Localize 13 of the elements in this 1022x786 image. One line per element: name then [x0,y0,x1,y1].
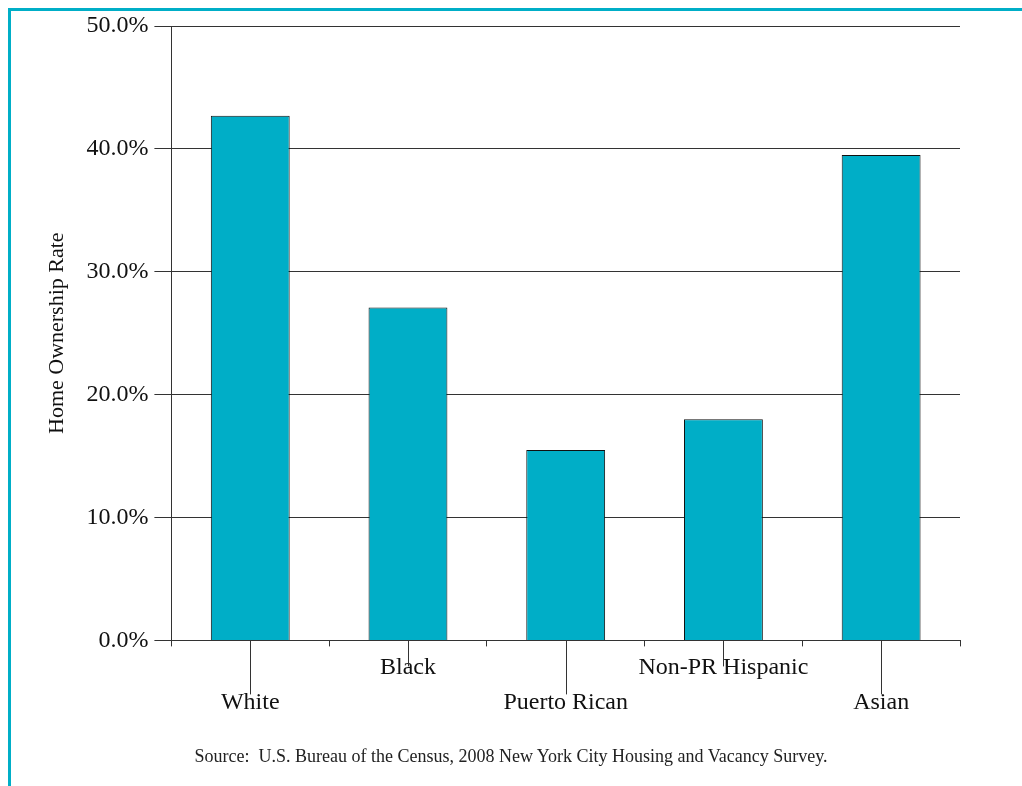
y-tick-label: 20.0% [86,379,149,406]
y-tick-label: 40.0% [86,134,149,161]
y-tick-label: 0.0% [98,625,149,652]
x-tick-label: Black [379,653,436,680]
y-tick-label: 50.0% [86,11,149,38]
y-axis-title: Home Ownership Rate [42,232,68,435]
source-note: Source: U.S. Bureau of the Census, 2008 New York City Housing and Vacancy Survey. [194,745,828,766]
x-tick-label: Non-PR Hispanic [638,653,809,680]
y-tick-label: 30.0% [86,257,149,284]
x-tick-label: Asian [853,687,910,714]
x-tick-label: Puerto Rican [503,687,629,714]
y-tick-label: 10.0% [86,502,149,529]
x-tick-label: White [220,687,280,714]
